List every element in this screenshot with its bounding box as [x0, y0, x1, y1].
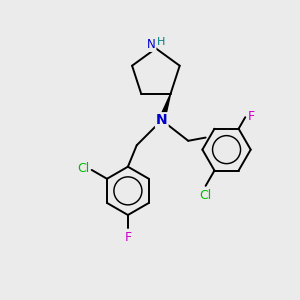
- Text: N: N: [156, 113, 168, 127]
- Text: H: H: [157, 37, 165, 47]
- Text: N: N: [147, 38, 156, 51]
- Text: F: F: [124, 231, 131, 244]
- Text: Cl: Cl: [77, 162, 89, 175]
- Text: N: N: [147, 38, 156, 51]
- Text: H: H: [157, 37, 165, 47]
- Text: F: F: [248, 110, 255, 123]
- Polygon shape: [159, 94, 171, 121]
- Text: Cl: Cl: [200, 189, 212, 202]
